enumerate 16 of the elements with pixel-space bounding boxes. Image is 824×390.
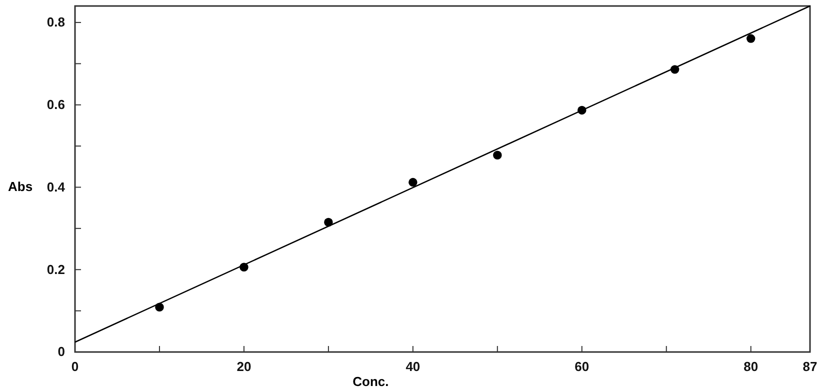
y-tick-label: 0.4	[46, 179, 66, 194]
y-tick-label: 0.6	[46, 97, 65, 112]
y-tick-label: 0.8	[46, 14, 65, 30]
x-tick-label: 80	[744, 359, 758, 374]
x-tick-label: 60	[574, 359, 590, 374]
point	[746, 34, 756, 43]
x-tick-label: 0	[71, 359, 79, 374]
x-tick-label: 20	[236, 359, 252, 374]
y-tick-label: 0.2	[46, 262, 65, 277]
point	[408, 178, 418, 187]
x-tick-label: 40	[406, 359, 420, 374]
x-tick-label: 87	[802, 359, 818, 374]
point	[493, 150, 502, 160]
y-axis-title: Abs	[8, 179, 33, 194]
x-axis-title: Conc.	[352, 374, 389, 389]
y-tick-label: 0	[58, 344, 65, 360]
